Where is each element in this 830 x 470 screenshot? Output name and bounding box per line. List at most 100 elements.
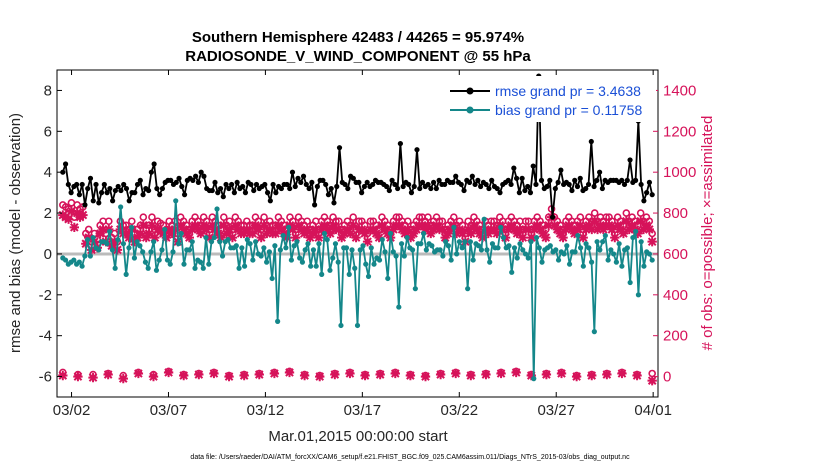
rmse-point bbox=[87, 175, 94, 181]
rmse-point bbox=[90, 198, 96, 204]
rmse-point bbox=[201, 173, 207, 179]
rmse-point bbox=[359, 190, 365, 196]
bias-point bbox=[572, 249, 578, 255]
obs-assimilated-marker bbox=[496, 368, 506, 379]
obs-assimilated-marker bbox=[544, 220, 554, 231]
bias-point bbox=[170, 249, 176, 255]
bias-point bbox=[489, 241, 496, 247]
bias-point bbox=[401, 253, 407, 259]
bias-point bbox=[531, 376, 537, 382]
rmse-point bbox=[383, 183, 390, 190]
bias-point bbox=[553, 247, 559, 253]
rmse-point bbox=[594, 177, 600, 183]
bias-point bbox=[506, 243, 512, 249]
bias-point bbox=[613, 259, 619, 265]
obs-assimilated-marker bbox=[259, 220, 269, 231]
bias-point bbox=[555, 257, 562, 263]
obs-assimilated-marker bbox=[254, 369, 264, 380]
obs-assimilated-marker bbox=[644, 224, 654, 235]
obs-assimilated-marker bbox=[118, 373, 128, 384]
obs-assimilated-marker bbox=[81, 239, 91, 249]
rmse-point bbox=[392, 181, 398, 188]
obs-assimilated-marker bbox=[345, 368, 355, 379]
bias-point bbox=[520, 247, 526, 253]
rmse-point bbox=[217, 185, 224, 192]
obs-assimilated-marker bbox=[610, 232, 620, 243]
rmse-point bbox=[386, 187, 392, 194]
bias-point bbox=[186, 247, 193, 253]
bias-point bbox=[390, 249, 396, 255]
bias-point bbox=[291, 243, 297, 249]
bias-point bbox=[514, 255, 520, 261]
rmse-point bbox=[599, 185, 605, 192]
obs-assimilated-marker bbox=[541, 369, 552, 380]
bias-point bbox=[511, 245, 518, 251]
bias-point bbox=[71, 257, 77, 263]
bias-point bbox=[250, 257, 256, 263]
bias-point bbox=[423, 247, 429, 253]
rmse-point bbox=[151, 161, 157, 167]
rmse-point bbox=[530, 163, 536, 169]
rmse-point bbox=[624, 177, 630, 183]
bias-point bbox=[633, 228, 639, 235]
bias-point bbox=[313, 263, 319, 269]
bias-point bbox=[332, 241, 339, 247]
obs-possible-marker bbox=[148, 213, 156, 221]
x-axis-label: Mar.01,2015 00:00:00 start bbox=[268, 428, 448, 445]
bias-point bbox=[247, 241, 253, 247]
obs-assimilated-marker bbox=[288, 224, 298, 235]
rmse-point bbox=[442, 181, 448, 188]
obs-assimilated-marker bbox=[617, 368, 627, 379]
bias-point bbox=[299, 259, 306, 265]
legend-rmse-marker bbox=[466, 87, 474, 95]
x-tick-label: 03/07 bbox=[150, 402, 188, 419]
rmse-point bbox=[549, 214, 556, 220]
rmse-point bbox=[552, 185, 558, 192]
obs-assimilated-marker bbox=[345, 228, 355, 239]
obs-assimilated-marker bbox=[571, 371, 582, 382]
obs-assimilated-marker bbox=[124, 232, 134, 243]
rmse-point bbox=[76, 192, 83, 198]
bias-point bbox=[275, 318, 281, 324]
rmse-point bbox=[461, 187, 467, 194]
rmse-point bbox=[597, 169, 603, 175]
rmse-point bbox=[115, 183, 121, 190]
rmse-point bbox=[190, 177, 196, 183]
obs-assimilated-marker bbox=[390, 368, 400, 379]
bias-point bbox=[533, 234, 540, 241]
bias-point bbox=[517, 241, 523, 247]
rmse-point bbox=[231, 190, 237, 196]
obs-assimilated-marker bbox=[330, 369, 340, 380]
obs-assimilated-marker bbox=[578, 232, 588, 243]
bias-point bbox=[343, 245, 350, 251]
rmse-point bbox=[79, 181, 85, 188]
rmse-point bbox=[287, 185, 293, 192]
marks-layer bbox=[57, 73, 658, 386]
bias-point bbox=[605, 257, 611, 263]
bias-point bbox=[456, 239, 463, 245]
bias-point bbox=[509, 269, 515, 275]
rmse-point bbox=[60, 169, 66, 175]
rmse-point bbox=[198, 169, 204, 175]
bias-point bbox=[252, 239, 259, 245]
rmse-point bbox=[320, 177, 326, 183]
obs-assimilated-marker bbox=[109, 236, 120, 247]
rmse-point bbox=[514, 175, 520, 181]
rmse-point bbox=[298, 179, 304, 186]
rmse-point bbox=[300, 173, 307, 179]
bias-point bbox=[134, 239, 140, 245]
rmse-point bbox=[558, 167, 564, 173]
bias-point bbox=[437, 247, 443, 253]
rmse-point bbox=[641, 198, 647, 204]
rmse-point bbox=[262, 181, 268, 188]
rmse-point bbox=[649, 192, 655, 198]
bias-point bbox=[208, 239, 215, 245]
legend-bias-marker bbox=[466, 106, 474, 114]
bias-point bbox=[500, 234, 507, 241]
y-right-tick-label: 200 bbox=[663, 328, 688, 345]
bias-point bbox=[360, 243, 366, 249]
bias-point bbox=[167, 261, 173, 267]
bias-point bbox=[462, 239, 468, 245]
bias-point bbox=[140, 249, 146, 255]
